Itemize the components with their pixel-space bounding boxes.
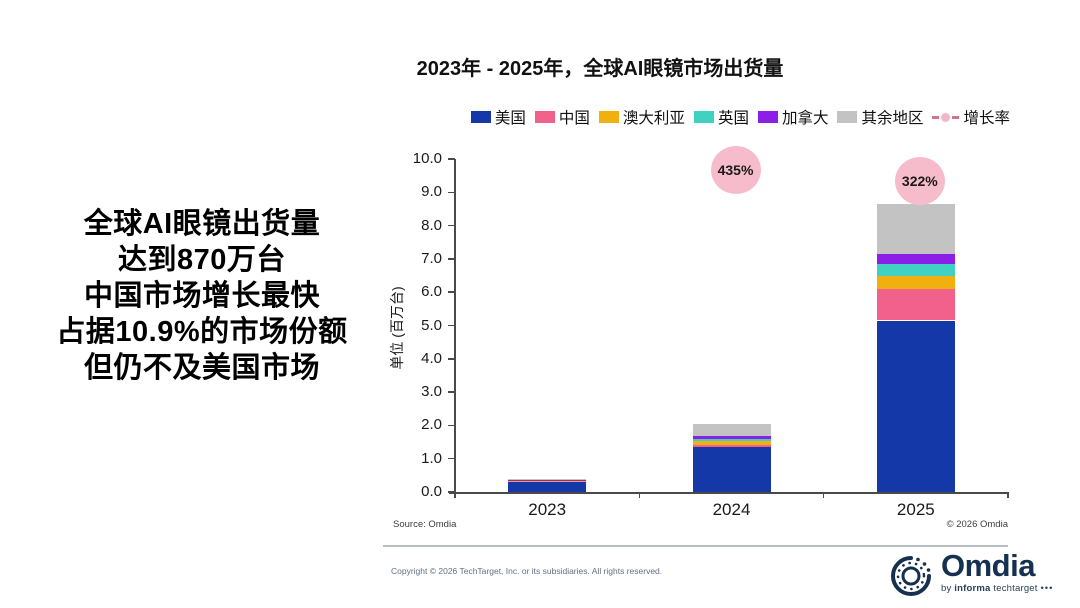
footer-divider [383, 545, 1008, 547]
y-tick-label: 0.0 [421, 483, 442, 500]
y-tick-label: 2.0 [421, 416, 442, 434]
omdia-logo: Omdia by informa techtarget ••• [888, 548, 1053, 602]
y-tick-mark [448, 224, 455, 227]
bar-segment-英国 [876, 263, 955, 276]
growth-rate-bubble: 322% [894, 157, 945, 205]
y-tick-mark [448, 358, 455, 360]
x-axis-line [449, 492, 1008, 494]
headline-line: 但仍不及美国市场 [83, 352, 320, 384]
footer-copyright: Copyright © 2026 TechTarget, Inc. or its… [391, 566, 663, 576]
chart-copyright: © 2026 Omdia [946, 519, 1008, 530]
y-tick-mark [448, 491, 455, 493]
y-tick-label: 7.0 [421, 249, 442, 267]
tagline-informa: informa [954, 583, 991, 594]
headline-line: 全球AI眼镜出货量 [83, 208, 321, 240]
omdia-logo-icon [888, 551, 934, 602]
bar-segment-其余地区 [876, 203, 955, 254]
legend-label: 增长率 [963, 110, 1010, 127]
x-tick-label: 2024 [712, 500, 751, 519]
legend-item: 澳大利亚 [598, 106, 685, 128]
growth-line-marker-icon [932, 112, 960, 122]
bar-segment-澳大利亚 [692, 440, 771, 445]
legend-item-growth: 增长率 [932, 106, 1010, 128]
x-tick-mark [638, 492, 641, 498]
y-tick-mark [448, 324, 455, 327]
legend-label: 英国 [717, 110, 749, 127]
omdia-wordmark: Omdia [941, 548, 1035, 583]
legend-label: 澳大利亚 [622, 110, 685, 127]
legend-label: 其余地区 [861, 110, 924, 127]
bar-segment-美国 [692, 447, 771, 492]
y-tick-label: 5.0 [421, 316, 442, 334]
y-tick-mark [448, 391, 455, 393]
y-tick-mark [448, 258, 455, 260]
source-note: Source: Omdia [393, 519, 457, 530]
headline-text-block: 全球AI眼镜出货量 达到870万台 中国市场增长最快 占据10.9%的市场份额 … [22, 206, 382, 386]
omdia-logo-text: Omdia by informa techtarget ••• [941, 548, 1053, 594]
y-tick-label: 8.0 [421, 216, 442, 234]
legend-label: 美国 [494, 110, 526, 127]
legend-swatch [837, 111, 858, 123]
bar-segment-其余地区 [508, 479, 587, 480]
chart-title: 2023年 - 2025年，全球AI眼镜市场出货量 [416, 58, 784, 80]
y-tick-mark [448, 457, 455, 460]
y-tick-mark [448, 158, 455, 160]
legend-swatch [598, 111, 619, 123]
bar-segment-美国 [508, 482, 587, 492]
headline-line: 中国市场增长最快 [83, 280, 320, 312]
legend-item: 英国 [693, 106, 749, 128]
bar-segment-中国 [876, 288, 955, 321]
x-tick-mark [1007, 492, 1009, 498]
bar-segment-澳大利亚 [876, 275, 955, 289]
y-tick-label: 10.0 [412, 150, 442, 167]
bar-segment-加拿大 [692, 435, 771, 440]
legend-label: 加拿大 [781, 110, 829, 127]
legend-swatch [757, 111, 778, 123]
tagline-dots: ••• [1040, 583, 1054, 594]
omdia-tagline: by informa techtarget ••• [941, 583, 1053, 594]
growth-rate-bubble: 435% [710, 146, 761, 194]
legend-swatch [693, 111, 714, 123]
headline-line: 占据10.9%的市场份额 [56, 316, 348, 348]
y-tick-mark [448, 291, 455, 293]
legend-swatch [470, 111, 491, 123]
legend-item: 其余地区 [837, 106, 923, 128]
headline-line: 达到870万台 [118, 244, 286, 276]
chart-legend: 美国 中国 澳大利亚 英国 加拿大 其余地区 增长率 [470, 106, 1010, 128]
tagline-techtarget: techtarget [993, 583, 1038, 594]
bar-segment-英国 [692, 439, 771, 441]
legend-label: 中国 [558, 110, 590, 127]
x-tick-mark [454, 492, 456, 498]
y-tick-mark [448, 424, 455, 427]
y-tick-mark [448, 191, 455, 194]
legend-item: 美国 [470, 106, 526, 128]
y-tick-label: 4.0 [421, 349, 442, 367]
legend-swatch [534, 111, 555, 123]
legend-item: 加拿大 [757, 106, 829, 128]
y-tick-label: 1.0 [421, 449, 442, 467]
y-tick-label: 3.0 [421, 383, 442, 401]
bar-segment-美国 [876, 320, 955, 492]
tagline-by: by [941, 583, 952, 594]
y-tick-label: 6.0 [421, 283, 442, 301]
bar-segment-中国 [508, 481, 587, 482]
x-tick-label: 2023 [528, 500, 567, 519]
bar-segment-其余地区 [692, 423, 771, 436]
bar-segment-中国 [692, 444, 771, 448]
bar-segment-加拿大 [876, 253, 955, 264]
legend-item: 中国 [534, 106, 590, 128]
x-tick-label: 2025 [896, 500, 935, 519]
x-tick-mark [822, 492, 825, 498]
y-tick-label: 9.0 [421, 183, 442, 201]
